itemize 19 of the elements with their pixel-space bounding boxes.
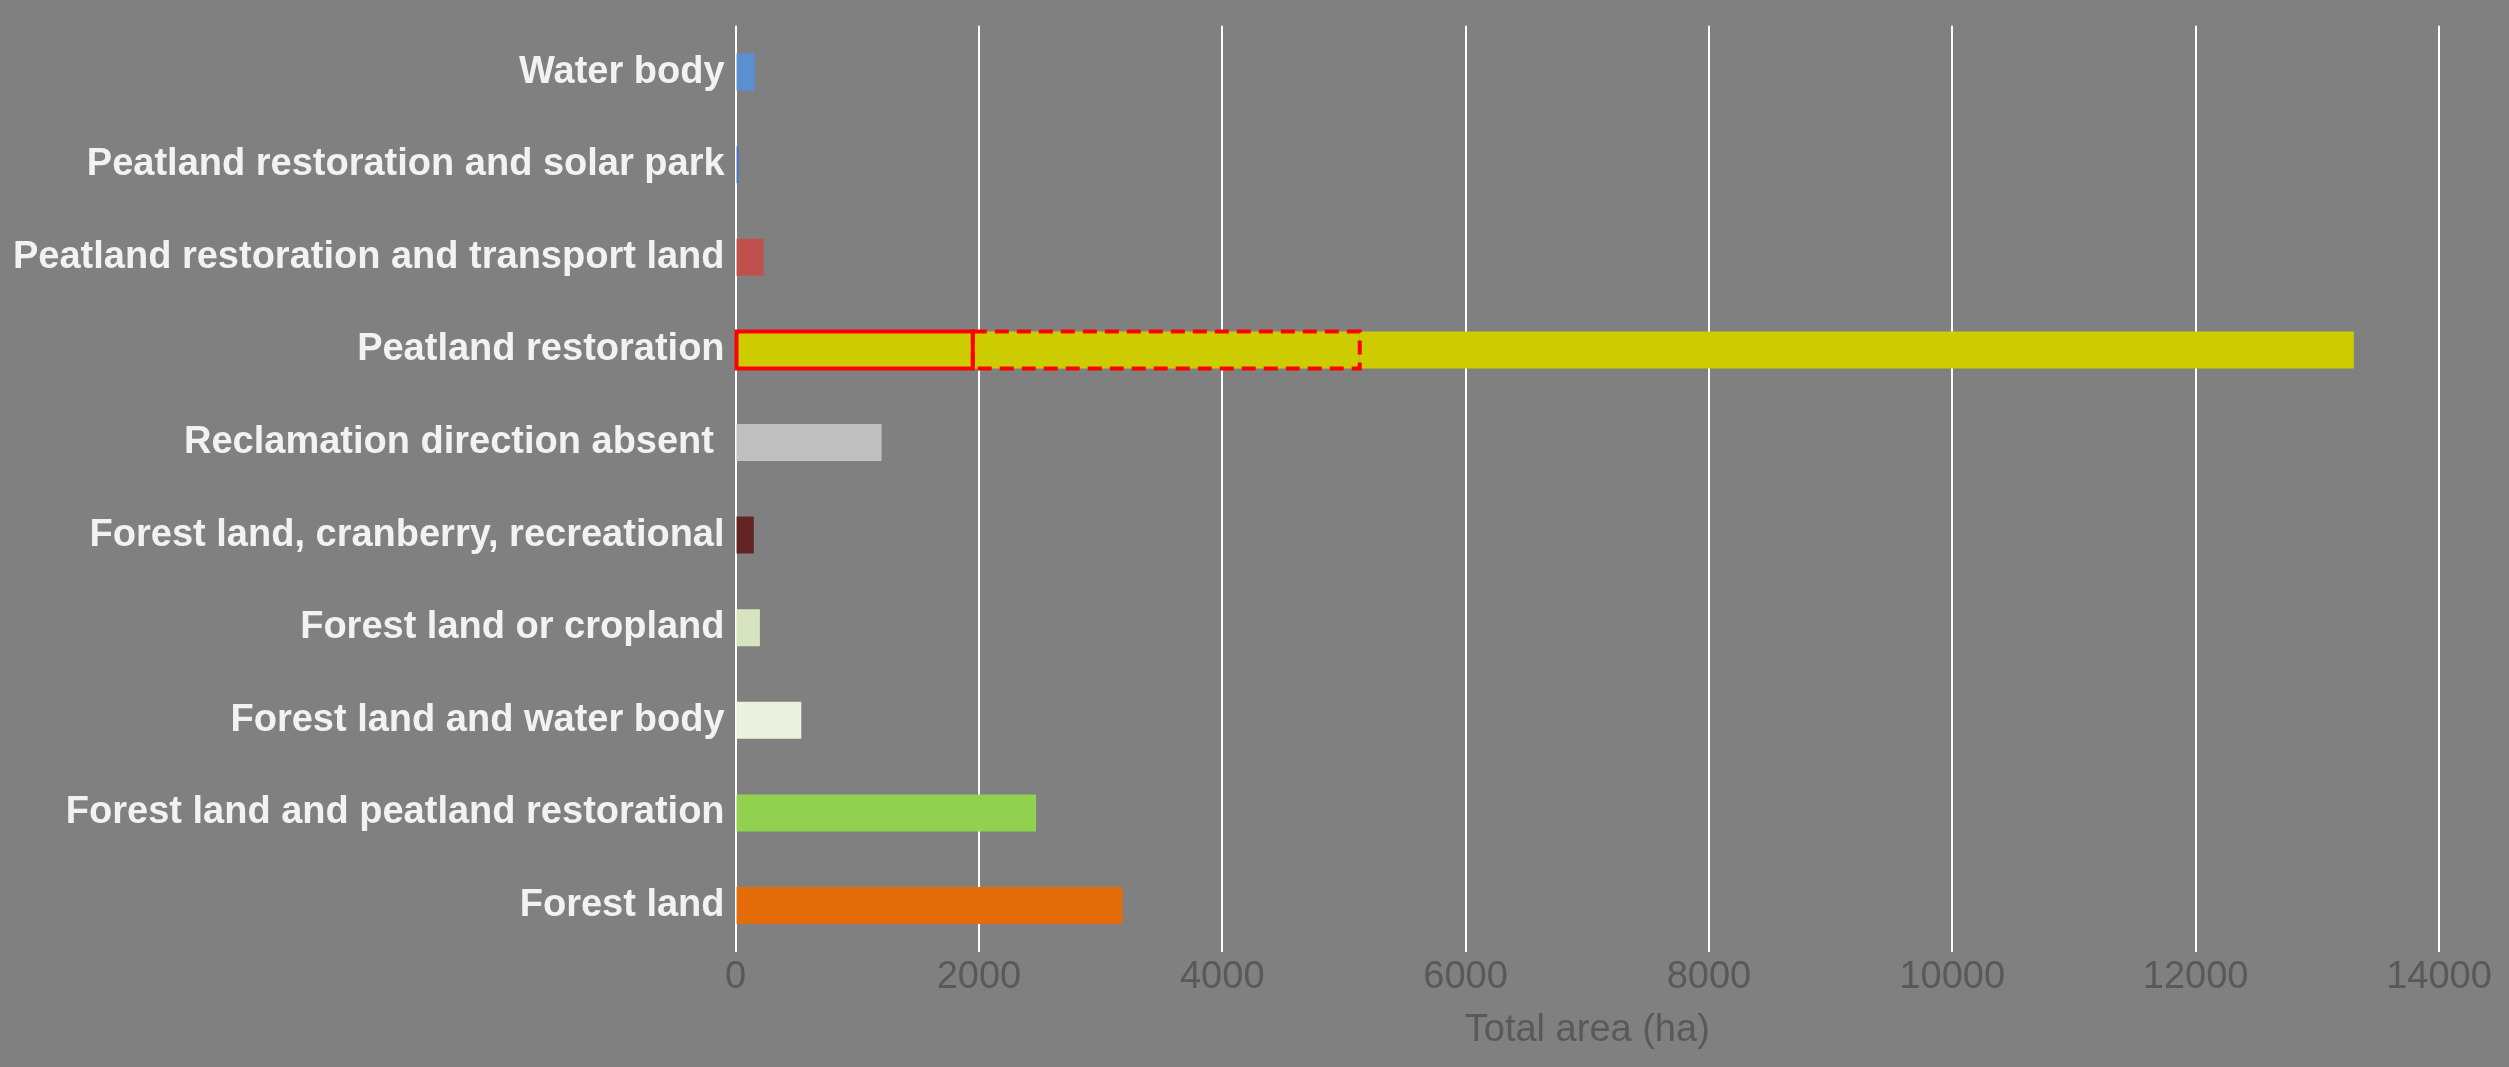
y-tick-label: Peatland restoration and solar park (86, 141, 726, 184)
y-tick-label: Reclamation direction absent (183, 418, 725, 461)
y-tick-label: Forest land and water body (230, 696, 725, 739)
bar (736, 146, 739, 184)
y-tick-label: Forest land or cropland (300, 604, 725, 647)
y-tick-label: Peatland restoration (357, 326, 725, 369)
bar (736, 53, 756, 91)
bar (736, 238, 764, 276)
bar (736, 886, 1123, 925)
bar (736, 423, 882, 462)
bar (736, 794, 1037, 832)
bar (736, 516, 754, 554)
y-tick-label: Water body (519, 48, 725, 91)
bar (736, 701, 802, 739)
y-tick-label: Forest land and peatland restoration (65, 789, 725, 832)
bar (736, 609, 760, 647)
y-tick-label: Peatland restoration and transport land (12, 233, 725, 276)
y-tick-label: Forest land (519, 881, 725, 924)
y-tick-label: Forest land, cranberry, recreational (89, 511, 725, 554)
